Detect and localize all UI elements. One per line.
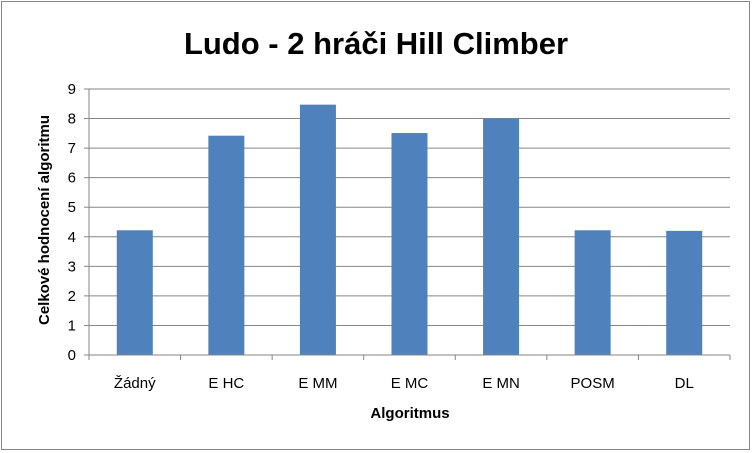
x-tick-label: E HC <box>208 375 244 392</box>
x-tick-label: DL <box>675 375 694 392</box>
bars <box>116 104 703 355</box>
y-tick-label: 7 <box>68 140 76 157</box>
chart-title: Ludo - 2 hráči Hill Climber <box>184 26 568 61</box>
y-tick-label: 0 <box>68 347 76 364</box>
x-tick-label: Žádný <box>114 375 156 392</box>
y-tick-label: 6 <box>68 170 76 187</box>
y-tick-label: 4 <box>68 229 76 246</box>
bar-posm <box>574 230 611 355</box>
y-axis-ticks: 0 1 2 3 4 5 6 7 8 9 <box>68 81 89 364</box>
x-tick-label: POSM <box>571 375 615 392</box>
y-tick-label: 3 <box>68 258 76 275</box>
x-axis-title: Algoritmus <box>370 405 449 422</box>
y-tick-label: 5 <box>68 199 76 216</box>
bar-e-mc <box>391 133 428 355</box>
y-tick-label: 2 <box>68 288 76 305</box>
bar-dl <box>666 230 703 355</box>
y-tick-label: 8 <box>68 111 76 128</box>
x-tick-label: E MC <box>391 375 429 392</box>
y-tick-label: 9 <box>68 81 76 98</box>
axes <box>88 89 730 356</box>
bar-e-mm <box>299 104 336 355</box>
y-tick-label: 1 <box>68 317 76 334</box>
y-axis-title: Celkové hodnocení algoritmu <box>36 115 53 325</box>
bar-e-mn <box>483 118 520 355</box>
x-tick-label: E MM <box>298 375 337 392</box>
x-axis-ticks: Žádný E HC E MM E MC E MN POSM DL <box>88 355 731 392</box>
bar-žádný <box>116 230 153 355</box>
bar-e-hc <box>208 135 245 355</box>
x-tick-label: E MN <box>482 375 520 392</box>
